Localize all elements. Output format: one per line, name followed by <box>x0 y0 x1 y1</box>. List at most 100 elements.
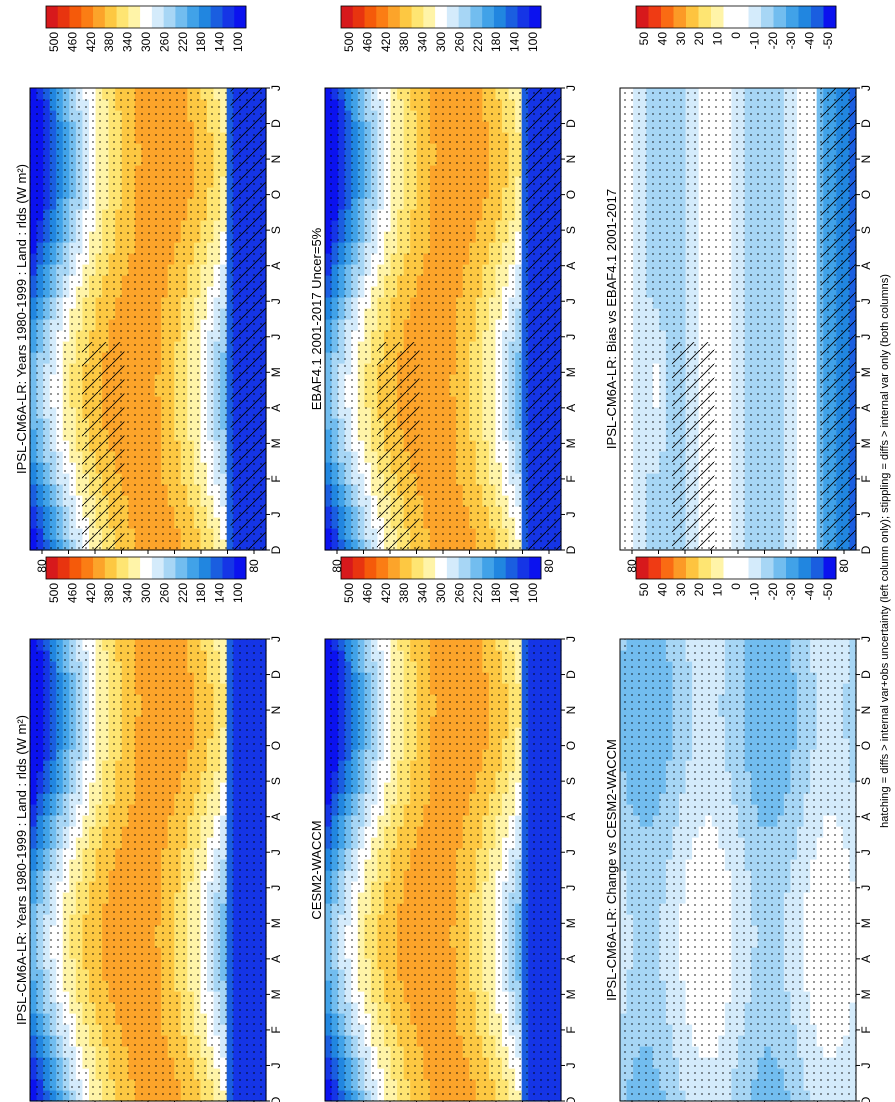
stippling <box>620 88 856 550</box>
time-tick-label: M <box>564 367 578 377</box>
time-tick-label: M <box>269 367 283 377</box>
colorbar-label: 500 <box>342 32 356 52</box>
colorbar-label: 460 <box>65 32 79 52</box>
time-tick-label: D <box>564 545 578 554</box>
colorbar-swatch <box>222 6 235 28</box>
colorbar-swatch <box>711 6 724 28</box>
colorbar-label: 380 <box>397 32 411 52</box>
colorbar-label: 380 <box>102 32 116 52</box>
colorbar-swatch <box>399 6 412 28</box>
time-tick-label: N <box>859 155 873 164</box>
stippling <box>30 88 266 550</box>
colorbar-swatch <box>198 6 212 28</box>
colorbar-label: 300 <box>434 32 448 52</box>
hatching <box>81 342 125 550</box>
colorbar-label: 180 <box>489 32 503 52</box>
colorbar-label: 420 <box>379 32 393 52</box>
colorbar-swatch <box>686 6 699 28</box>
colorbar-label: 260 <box>452 32 466 52</box>
colorbar-swatch <box>435 6 448 28</box>
hatching <box>671 342 715 550</box>
colorbar-swatch <box>798 6 812 28</box>
colorbar-swatch <box>128 6 141 28</box>
colorbar-swatch <box>423 6 436 28</box>
colorbar-label: 260 <box>157 32 171 52</box>
colorbar-label: 340 <box>416 32 430 52</box>
colorbar-swatch <box>773 6 787 28</box>
time-tick-label: M <box>564 438 578 448</box>
colorbar-swatch <box>364 6 377 28</box>
colorbar-swatch <box>81 6 94 28</box>
colorbar-swatch <box>116 6 129 28</box>
time-tick-label: J <box>564 298 578 304</box>
time-tick-label: S <box>269 226 283 234</box>
time-tick-label: F <box>269 475 283 482</box>
lat-tick-label: 80 <box>542 559 556 573</box>
colorbar-frame <box>340 5 542 29</box>
time-tick-label: A <box>564 404 578 412</box>
colorbar-swatch <box>341 6 354 28</box>
colorbar-swatch <box>811 6 824 28</box>
time-tick-label: A <box>859 262 873 270</box>
time-tick-label: M <box>269 438 283 448</box>
colorbar-swatch <box>175 6 188 28</box>
colorbar-frame <box>45 5 247 29</box>
colorbar-swatch <box>234 6 247 28</box>
colorbar-swatch <box>104 6 117 28</box>
colorbar-swatch <box>69 6 82 28</box>
time-tick-label: J <box>269 511 283 517</box>
time-tick-label: J <box>564 511 578 517</box>
time-tick-label: A <box>859 404 873 412</box>
time-tick-label: J <box>564 334 578 340</box>
time-tick-label: A <box>564 262 578 270</box>
colorbar-swatch <box>458 6 471 28</box>
colorbar-label: -10 <box>747 32 761 50</box>
colorbar-label: 340 <box>121 32 135 52</box>
colorbar-swatch <box>140 6 153 28</box>
colorbar-label: -20 <box>766 32 780 50</box>
colorbar-swatch <box>93 6 106 28</box>
footnote: hatching = diffs > internal var+obs unce… <box>879 274 891 828</box>
hatching <box>820 88 856 550</box>
colorbar-swatch <box>517 6 530 28</box>
time-tick-label: O <box>564 190 578 199</box>
time-tick-label: J <box>859 298 873 304</box>
time-tick-label: A <box>269 404 283 412</box>
time-tick-label: D <box>859 545 873 554</box>
colorbar-swatch <box>187 6 200 28</box>
time-tick-label: F <box>859 475 873 482</box>
colorbar-swatch <box>648 6 662 28</box>
colorbar-label: 180 <box>194 32 208 52</box>
colorbar-swatch <box>698 6 712 28</box>
hatching <box>525 88 561 550</box>
colorbar-swatch <box>761 6 774 28</box>
stippling <box>325 88 561 550</box>
hatching <box>376 342 420 550</box>
panel-title: IPSL-CM6A-LR: Years 1980-1999 : Land : r… <box>14 164 29 474</box>
colorbar-swatch <box>661 6 674 28</box>
colorbar-swatch <box>446 6 460 28</box>
time-tick-label: F <box>564 475 578 482</box>
time-tick-label: J <box>564 85 578 91</box>
time-tick-label: J <box>269 85 283 91</box>
panel-1: DJFMAMJJASONDJ8060°N20020°S6080IPSL-CM6A… <box>14 5 283 573</box>
colorbar-label: 40 <box>655 32 669 46</box>
colorbar-swatch <box>376 6 389 28</box>
colorbar-label: 20 <box>692 32 706 46</box>
time-tick-label: N <box>564 155 578 164</box>
colorbar-swatch <box>210 6 223 28</box>
time-tick-label: J <box>859 511 873 517</box>
colorbar-label: 50 <box>637 32 651 46</box>
colorbar-swatch <box>786 6 799 28</box>
colorbar-label: 220 <box>471 32 485 52</box>
time-tick-label: D <box>269 545 283 554</box>
colorbar-swatch <box>823 6 837 28</box>
colorbar-label: 0 <box>729 32 743 39</box>
lat-tick-label: 80 <box>330 559 344 573</box>
colorbar-label: 140 <box>213 32 227 52</box>
time-tick-label: J <box>269 334 283 340</box>
colorbar-swatch <box>505 6 518 28</box>
time-tick-label: D <box>564 119 578 128</box>
colorbar-swatch <box>529 6 542 28</box>
colorbar-swatch <box>46 6 59 28</box>
